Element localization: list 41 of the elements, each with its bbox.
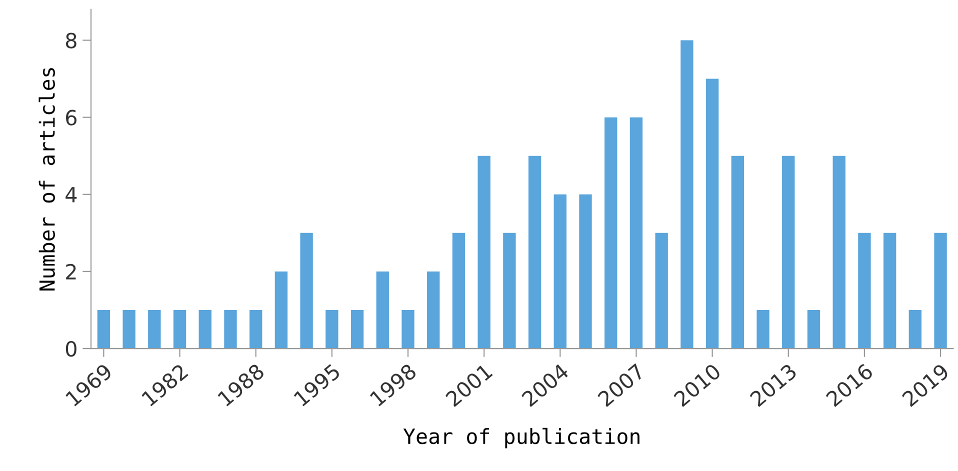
bar (604, 117, 618, 349)
bar (376, 271, 389, 349)
bar (478, 156, 490, 349)
bar (883, 232, 896, 349)
bar (731, 156, 744, 349)
bar (173, 310, 186, 349)
bar (655, 232, 668, 349)
y-tick-label: 0 (66, 340, 76, 357)
bar (148, 310, 161, 349)
bar (908, 310, 922, 349)
bar (858, 232, 871, 349)
bar (680, 40, 694, 349)
bar (579, 194, 592, 349)
y-axis-title: Number of articles (38, 68, 55, 290)
y-tick-label: 6 (66, 110, 77, 126)
bar (756, 310, 770, 349)
y-tick-label: 8 (66, 32, 76, 48)
bar (122, 310, 136, 349)
bar (427, 271, 440, 349)
bar (402, 310, 414, 349)
bar (350, 310, 364, 349)
bar (503, 232, 516, 349)
x-axis-title: Year of publication (403, 428, 640, 448)
bar (934, 232, 947, 349)
bar (250, 310, 262, 349)
bar (274, 271, 288, 349)
bar (807, 310, 820, 349)
bar (554, 194, 566, 349)
bar (706, 78, 719, 349)
bar (630, 117, 643, 349)
bar (300, 232, 313, 349)
bar (782, 156, 795, 349)
y-tick-label: 2 (66, 264, 76, 280)
bar (528, 156, 542, 349)
bar (97, 310, 110, 349)
bar (224, 310, 237, 349)
bar (326, 310, 338, 349)
bar (198, 310, 212, 349)
bar (452, 232, 466, 349)
y-tick-label: 4 (66, 187, 77, 202)
bar (832, 156, 846, 349)
